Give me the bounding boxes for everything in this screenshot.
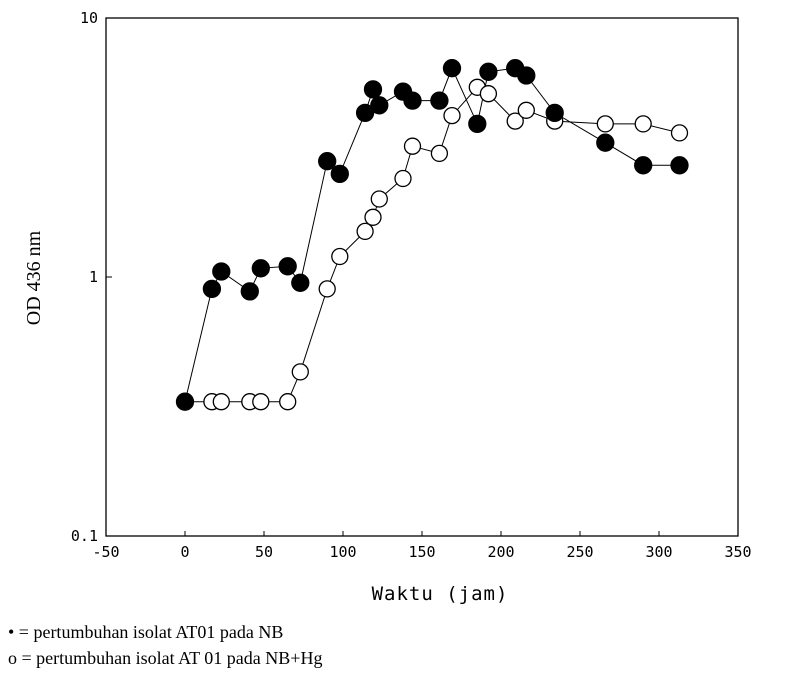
x-tick-label: 100 [329, 543, 356, 561]
y-tick-label: 0.1 [71, 527, 98, 545]
y-tick-label: 10 [80, 9, 98, 27]
open-point [252, 393, 270, 411]
x-tick-label: -50 [92, 543, 119, 561]
filled-point [175, 392, 195, 411]
x-tick-label: 50 [255, 543, 273, 561]
y-axis-title: OD 436 nm [23, 230, 45, 325]
filled-point [670, 156, 689, 175]
filled-point [442, 59, 462, 78]
open-point [279, 393, 297, 411]
filled-point [330, 164, 349, 184]
filled-point [240, 282, 259, 301]
open-point [364, 208, 382, 226]
filled-point [596, 133, 615, 152]
markers-layer [175, 59, 689, 411]
legend-filled-series: • = pertumbuhan isolat AT01 pada NB [8, 622, 284, 642]
x-tick-label: 0 [180, 543, 189, 561]
open-point [291, 363, 309, 381]
filled-point [251, 259, 270, 278]
ticks-layer: -50 0 50 100 150 200 250 300 350 0.1 1 10 [71, 9, 752, 561]
filled-point [545, 103, 564, 123]
x-axis-title: Waktu (jam) [372, 583, 509, 605]
filled-point [634, 156, 653, 175]
open-point [430, 144, 449, 163]
x-tick-label: 350 [724, 543, 751, 561]
open-point [443, 106, 461, 125]
filled-point [479, 62, 498, 81]
filled-point [363, 80, 383, 99]
open-point [318, 280, 336, 298]
filled-point [202, 279, 222, 299]
filled-point [468, 114, 487, 134]
open-point [212, 393, 230, 411]
legend-open-series: o = pertumbuhan isolat AT 01 pada NB+Hg [8, 648, 323, 668]
open-point [517, 101, 535, 119]
filled-point [403, 91, 422, 110]
filled-point [370, 96, 389, 115]
chart: -50 0 50 100 150 200 250 300 350 0.1 1 10 Waktu (ja… [23, 9, 752, 605]
open-point [356, 222, 374, 241]
open-point [403, 137, 422, 155]
open-point [634, 115, 652, 133]
open-point [394, 169, 412, 188]
filled-point [291, 273, 310, 292]
y-tick-label: 1 [89, 268, 98, 286]
filled-point [517, 66, 536, 85]
x-tick-label: 300 [645, 543, 672, 561]
filled-point [278, 257, 297, 276]
open-point [370, 190, 388, 208]
x-tick-label: 150 [408, 543, 435, 561]
open-point [596, 115, 614, 133]
open-point [479, 85, 498, 103]
open-point [331, 247, 349, 266]
filled-point [212, 262, 231, 281]
plot-area-frame [105, 17, 739, 537]
open-point [506, 112, 524, 130]
x-tick-label: 250 [566, 543, 593, 561]
open-point [670, 124, 689, 142]
filled-point [318, 152, 337, 171]
filled-point [355, 103, 375, 123]
filled-point [430, 91, 449, 110]
x-tick-label: 200 [487, 543, 514, 561]
